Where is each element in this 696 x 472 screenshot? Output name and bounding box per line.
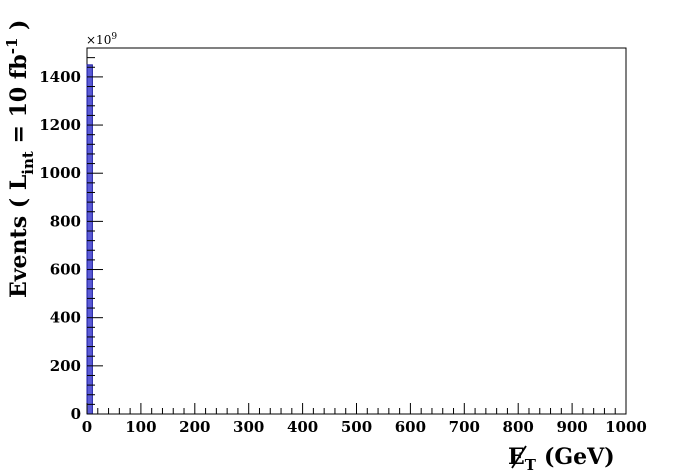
y-tick-label-5: 1000: [39, 164, 81, 182]
histogram-bar-0: [86, 64, 93, 415]
y-tick-label-7: 1400: [39, 68, 81, 86]
y-tick-label-2: 400: [50, 309, 81, 327]
x-tick-label-8: 800: [503, 418, 534, 436]
plot-frame: [86, 47, 627, 415]
x-axis-title-sub: T: [525, 456, 537, 472]
x-tick-label-2: 200: [179, 418, 210, 436]
x-tick-label-5: 500: [341, 418, 372, 436]
y-tick-label-1: 200: [50, 357, 81, 375]
y-axis-title: Events ( Lint = 10 fb-1 ): [3, 20, 37, 298]
x-axis-title: ET (GeV): [508, 444, 615, 472]
y-axis-title-sup: -1: [3, 38, 21, 55]
x-tick-label-9: 900: [556, 418, 587, 436]
missing-energy-slash: [511, 445, 527, 469]
x-tick-label-4: 400: [287, 418, 318, 436]
x-tick-label-3: 300: [233, 418, 264, 436]
x-axis-title-unit: (GeV): [544, 444, 615, 470]
svg-text:Events ( Lint = 10 fb-1 ): Events ( Lint = 10 fb-1 ): [3, 20, 37, 298]
x-tick-label-6: 600: [395, 418, 426, 436]
y-axis-title-post: ): [6, 20, 32, 38]
x-tick-label-1: 100: [125, 418, 156, 436]
y-axis-tick-labels: 0 200 400 600 800 1000 1200 1400: [39, 68, 81, 423]
y-tick-label-6: 1200: [39, 116, 81, 134]
y-tick-label-3: 600: [50, 261, 81, 279]
x-axis-ticks: [86, 403, 627, 414]
x-tick-label-10: 1000: [605, 418, 647, 436]
x-tick-label-7: 700: [449, 418, 480, 436]
y-tick-label-4: 800: [50, 212, 81, 230]
x-axis-title-main: E: [508, 444, 525, 470]
svg-text:ET(GeV): ET (GeV): [508, 444, 615, 472]
x-tick-label-0: 0: [82, 418, 92, 436]
histogram-bars: [86, 64, 93, 415]
y-axis-title-sub: int: [19, 151, 37, 175]
x-axis-tick-labels: 0 100 200 300 400 500 600 700 800 900 1000: [82, 418, 647, 436]
y-multiplier: ×109: [86, 32, 117, 47]
y-axis-title-mid: = 10 fb: [6, 54, 32, 151]
y-axis-title-pre: Events ( L: [6, 175, 32, 298]
y-tick-label-0: 0: [71, 405, 81, 423]
y-axis-ticks: [87, 47, 103, 415]
